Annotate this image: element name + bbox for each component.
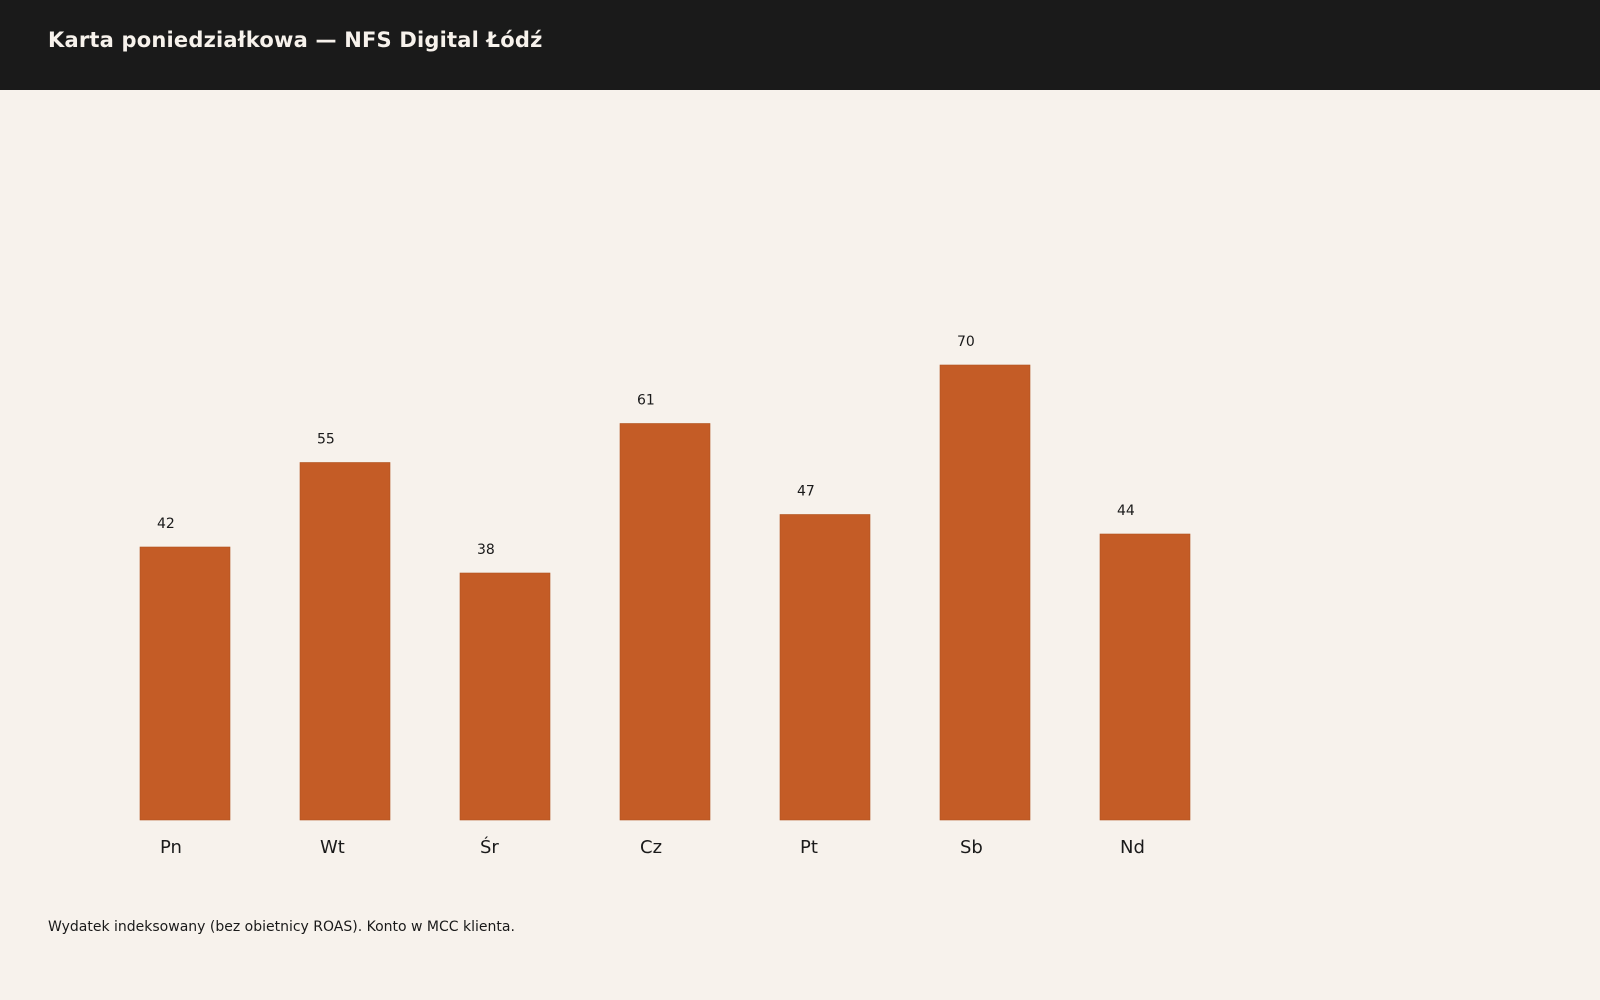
header-bar: Karta poniedziałkowa — NFS Digital Łódź bbox=[0, 0, 1600, 90]
tick-label-Sb: Sb bbox=[960, 837, 983, 858]
bar-chart: 42 Pn 55 Wt 38 Śr 61 Cz 47 Pt 70 Sb 44 Nd bbox=[139, 334, 1191, 858]
data-label-Śr: 38 bbox=[477, 542, 495, 558]
bar-Pn bbox=[139, 546, 231, 821]
data-label-Cz: 61 bbox=[637, 393, 655, 409]
data-label-Pn: 42 bbox=[157, 516, 175, 532]
bar-Cz bbox=[619, 423, 711, 821]
tick-label-Nd: Nd bbox=[1120, 837, 1145, 858]
bar-Śr bbox=[459, 572, 551, 821]
tick-label-Śr: Śr bbox=[480, 836, 499, 858]
tick-label-Cz: Cz bbox=[640, 837, 662, 858]
bar-Nd bbox=[1099, 533, 1191, 821]
bar-Pt bbox=[779, 514, 871, 821]
tick-label-Wt: Wt bbox=[320, 837, 345, 858]
tick-label-Pn: Pn bbox=[160, 837, 182, 858]
data-label-Sb: 70 bbox=[957, 334, 975, 350]
footnote: Wydatek indeksowany (bez obietnicy ROAS)… bbox=[48, 919, 515, 935]
data-label-Nd: 44 bbox=[1117, 503, 1135, 519]
data-label-Pt: 47 bbox=[797, 484, 815, 500]
tick-label-Pt: Pt bbox=[800, 837, 818, 858]
data-label-Wt: 55 bbox=[317, 432, 335, 448]
bar-Wt bbox=[299, 462, 391, 821]
page-title: Karta poniedziałkowa — NFS Digital Łódź bbox=[48, 28, 543, 52]
bar-Sb bbox=[939, 364, 1031, 821]
